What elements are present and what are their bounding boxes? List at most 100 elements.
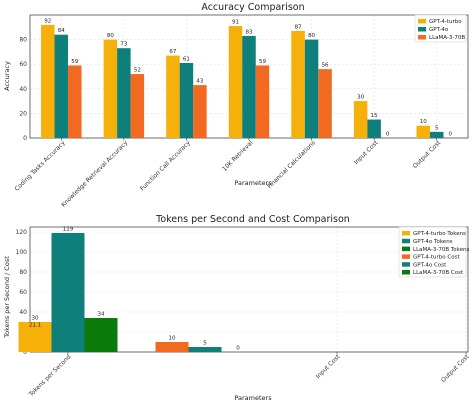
chart2-legend-label: LLaMA-3-70B Tokens [413, 247, 470, 253]
chart2-data-label: 30 [32, 316, 39, 322]
chart2-legend-swatch [402, 270, 410, 275]
chart1-data-label: 0 [386, 132, 390, 138]
chart1-xtick-label: Input Cost [353, 139, 380, 166]
chart1-bar [367, 119, 381, 138]
chart2-data-label: 21.1 [29, 323, 41, 329]
chart1-data-label: 59 [71, 59, 78, 65]
chart2-data-label: 0 [236, 346, 240, 352]
chart1-data-label: 10 [420, 119, 427, 125]
chart2-legend-label: GPT-4-turbo Cost [413, 255, 460, 261]
chart1-data-label: 56 [322, 63, 329, 69]
chart2-xtick-label: Output Cost [440, 353, 471, 384]
chart2-xtick-label: Input Cost [315, 353, 342, 380]
chart1-bar [291, 30, 305, 139]
chart2-bar [51, 233, 85, 352]
chart1-xtick-label: Output Cost [412, 139, 443, 170]
chart2-legend-swatch [402, 246, 410, 252]
chart2-legend-label: GPT-4-turbo Tokens [413, 231, 466, 237]
chart1-bar [304, 39, 319, 138]
chart1-xlabel: Parameters [234, 179, 272, 187]
chart1-data-label: 59 [259, 59, 266, 65]
chart1-data-label: 15 [371, 113, 378, 119]
chart1-data-label: 43 [196, 79, 203, 85]
chart1-legend-label: LLaMA-3-70B [429, 35, 465, 41]
chart2-frame [29, 226, 469, 353]
chart1-data-label: 0 [448, 132, 452, 138]
chart1-ytick-label: 60 [19, 61, 27, 68]
chart2-legend-label: GPT-4o Tokens [413, 239, 453, 245]
chart1-bar [117, 48, 131, 138]
chart1-data-label: 80 [107, 33, 114, 39]
chart1-bar [54, 34, 69, 138]
chart1-data-label: 52 [134, 68, 141, 74]
chart2-ylabel: Tokens per Second / Cost [3, 256, 11, 339]
chart2-legend-swatch [402, 262, 410, 267]
chart1-bar [228, 26, 243, 138]
chart2-data-label: 5 [203, 341, 207, 347]
chart2-ytick-label: 120 [16, 229, 28, 236]
chart1-data-label: 30 [357, 95, 364, 101]
chart1-bar [429, 131, 444, 138]
chart1-data-label: 84 [58, 28, 65, 34]
chart1-bar [166, 55, 180, 139]
chart2-ytick-label: 60 [19, 289, 27, 296]
chart1-bar [242, 35, 256, 138]
chart2-bar [84, 318, 118, 352]
chart2-legend-swatch [402, 254, 410, 259]
chart2-xtick-label: Tokens per Second [27, 353, 72, 398]
chart2-title: Tokens per Second and Cost Comparison [155, 214, 350, 225]
chart1-ytick-label: 80 [19, 37, 27, 44]
chart1-data-label: 61 [183, 56, 190, 62]
chart2-data-label: 10 [169, 336, 176, 342]
chart1-data-label: 91 [232, 20, 239, 26]
chart2-xlabel: Parameters [234, 394, 272, 402]
accuracy-chart: Accuracy Comparison Accuracy Parameters … [3, 2, 469, 209]
chart1-legend-label: GPT-4-turbo [429, 19, 462, 25]
chart1-title: Accuracy Comparison [201, 2, 304, 13]
chart1-bar [179, 62, 194, 138]
chart1-bar [255, 65, 270, 138]
chart2-legend-swatch [402, 238, 410, 244]
chart2-data-label: 34 [98, 312, 105, 318]
chart1-legend-swatch [418, 19, 426, 24]
chart1-xtick-label: Financial Calculations [266, 139, 317, 190]
chart1-ytick-label: 40 [19, 86, 27, 93]
chart1-bar [416, 125, 430, 138]
chart1-bar [318, 69, 332, 138]
chart1-ylabel: Accuracy [3, 61, 11, 91]
chart1-data-label: 80 [308, 33, 315, 39]
chart1-data-label: 83 [246, 29, 253, 35]
chart1-bar [353, 101, 368, 138]
chart1-ytick-label: 20 [19, 110, 27, 117]
chart2-ytick-label: 40 [19, 309, 27, 316]
chart2-legend-label: GPT-4o Cost [413, 262, 447, 268]
chart1-xtick-label: Coding Tasks Accuracy [14, 139, 68, 193]
chart2-ytick-label: 80 [19, 269, 27, 276]
chart1-legend-label: GPT-4o [429, 27, 449, 33]
chart1-bar [130, 74, 145, 138]
tokens-cost-chart: Tokens per Second and Cost Comparison To… [3, 214, 471, 402]
chart2-bar [18, 322, 52, 352]
chart1-data-label: 5 [435, 125, 439, 131]
chart2-ytick-label: 0 [23, 349, 27, 356]
chart1-data-label: 92 [44, 18, 51, 24]
chart1-data-label: 67 [169, 49, 176, 55]
chart2-bar [155, 342, 189, 352]
chart2-bar [188, 347, 222, 352]
chart2-legend [398, 226, 467, 278]
chart1-legend-swatch [418, 27, 426, 32]
chart2-legend-swatch [402, 231, 410, 236]
chart1-bar [41, 24, 55, 139]
chart1-bar [68, 65, 82, 138]
chart2-data-label: 119 [63, 227, 74, 233]
chart1-ytick-label: 0 [23, 135, 27, 142]
chart1-xtick-label: Function Call Accuracy [139, 139, 192, 192]
chart1-xtick-label: 10K Retrieval [221, 139, 255, 173]
chart1-data-label: 73 [120, 42, 127, 48]
chart1-bar [193, 85, 207, 138]
chart1-legend-swatch [418, 35, 426, 40]
chart2-legend-label: LLaMA-3-70B Cost [413, 270, 464, 276]
chart1-data-label: 87 [295, 24, 302, 30]
chart2-ytick-label: 100 [16, 249, 28, 256]
